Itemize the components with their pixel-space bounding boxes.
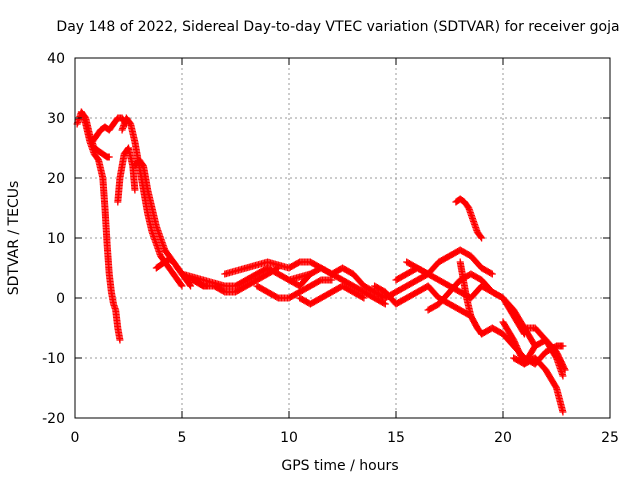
x-axis-label: GPS time / hours <box>281 458 398 474</box>
data-point <box>116 336 124 344</box>
series-arc-4 <box>114 144 139 206</box>
y-tick-label: 0 <box>56 291 65 307</box>
series-arc-15 <box>371 282 475 320</box>
data-point <box>177 281 185 289</box>
data-point <box>477 233 485 241</box>
data-point <box>561 366 569 374</box>
y-tick-label: 20 <box>47 171 65 187</box>
series-arc-18 <box>424 270 539 350</box>
y-tick-label: -10 <box>42 351 65 367</box>
x-tick-label: 25 <box>601 430 619 446</box>
y-tick-label: -20 <box>42 411 65 427</box>
data-point <box>178 282 186 290</box>
data-point <box>359 293 367 301</box>
series-arc-22 <box>499 318 567 416</box>
data-point <box>559 372 567 380</box>
series-arc-20 <box>456 258 486 338</box>
series-arc-3 <box>88 114 130 146</box>
y-tick-label: 40 <box>47 51 65 67</box>
x-tick-label: 15 <box>387 430 405 446</box>
y-axis-ticks: -20 -10 0 10 20 30 40 <box>42 51 610 427</box>
data-point <box>328 276 336 284</box>
data-point <box>381 300 389 308</box>
series-arc-5 <box>118 114 186 290</box>
y-tick-label: 10 <box>47 231 65 247</box>
data-point <box>187 282 195 290</box>
series-arc-16 <box>392 246 496 284</box>
series-arc-11 <box>253 276 336 302</box>
data-points <box>73 108 569 416</box>
x-axis-ticks: 0 5 10 15 20 25 <box>71 58 619 446</box>
x-tick-label: 10 <box>280 430 298 446</box>
data-point <box>105 153 113 161</box>
data-point <box>478 234 486 242</box>
data-point <box>380 299 388 307</box>
y-tick-label: 30 <box>47 111 65 127</box>
x-tick-label: 5 <box>178 430 187 446</box>
series-arc-19 <box>452 195 486 242</box>
series-arc-9 <box>189 264 282 296</box>
chart-title: Day 148 of 2022, Sidereal Day-to-day VTE… <box>56 19 619 35</box>
x-tick-label: 0 <box>71 430 80 446</box>
series-arc-14 <box>328 264 432 302</box>
series-arc-13 <box>296 282 368 308</box>
data-point <box>559 342 567 350</box>
x-tick-label: 20 <box>494 430 512 446</box>
data-point <box>360 294 368 302</box>
series-arc-24 <box>510 336 569 374</box>
y-axis-label: SDTVAR / TECUs <box>6 181 22 296</box>
data-point <box>131 186 139 194</box>
series-arc-12 <box>285 264 389 308</box>
data-point <box>560 365 568 373</box>
data-point <box>186 281 194 289</box>
data-point <box>488 270 496 278</box>
data-point <box>559 408 567 416</box>
data-point <box>487 269 495 277</box>
